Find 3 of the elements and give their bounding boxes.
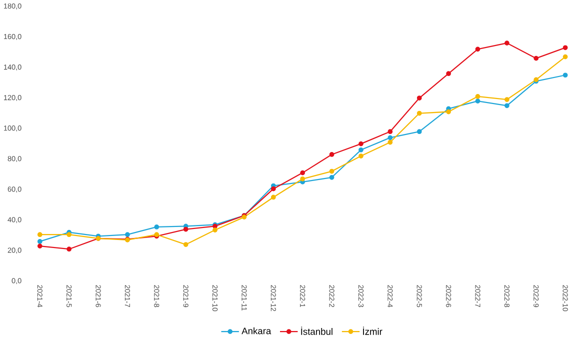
legend-label: Ankara [242, 328, 272, 334]
legend-label: İzmir [363, 326, 382, 336]
legend-label: İstanbul [301, 326, 332, 336]
